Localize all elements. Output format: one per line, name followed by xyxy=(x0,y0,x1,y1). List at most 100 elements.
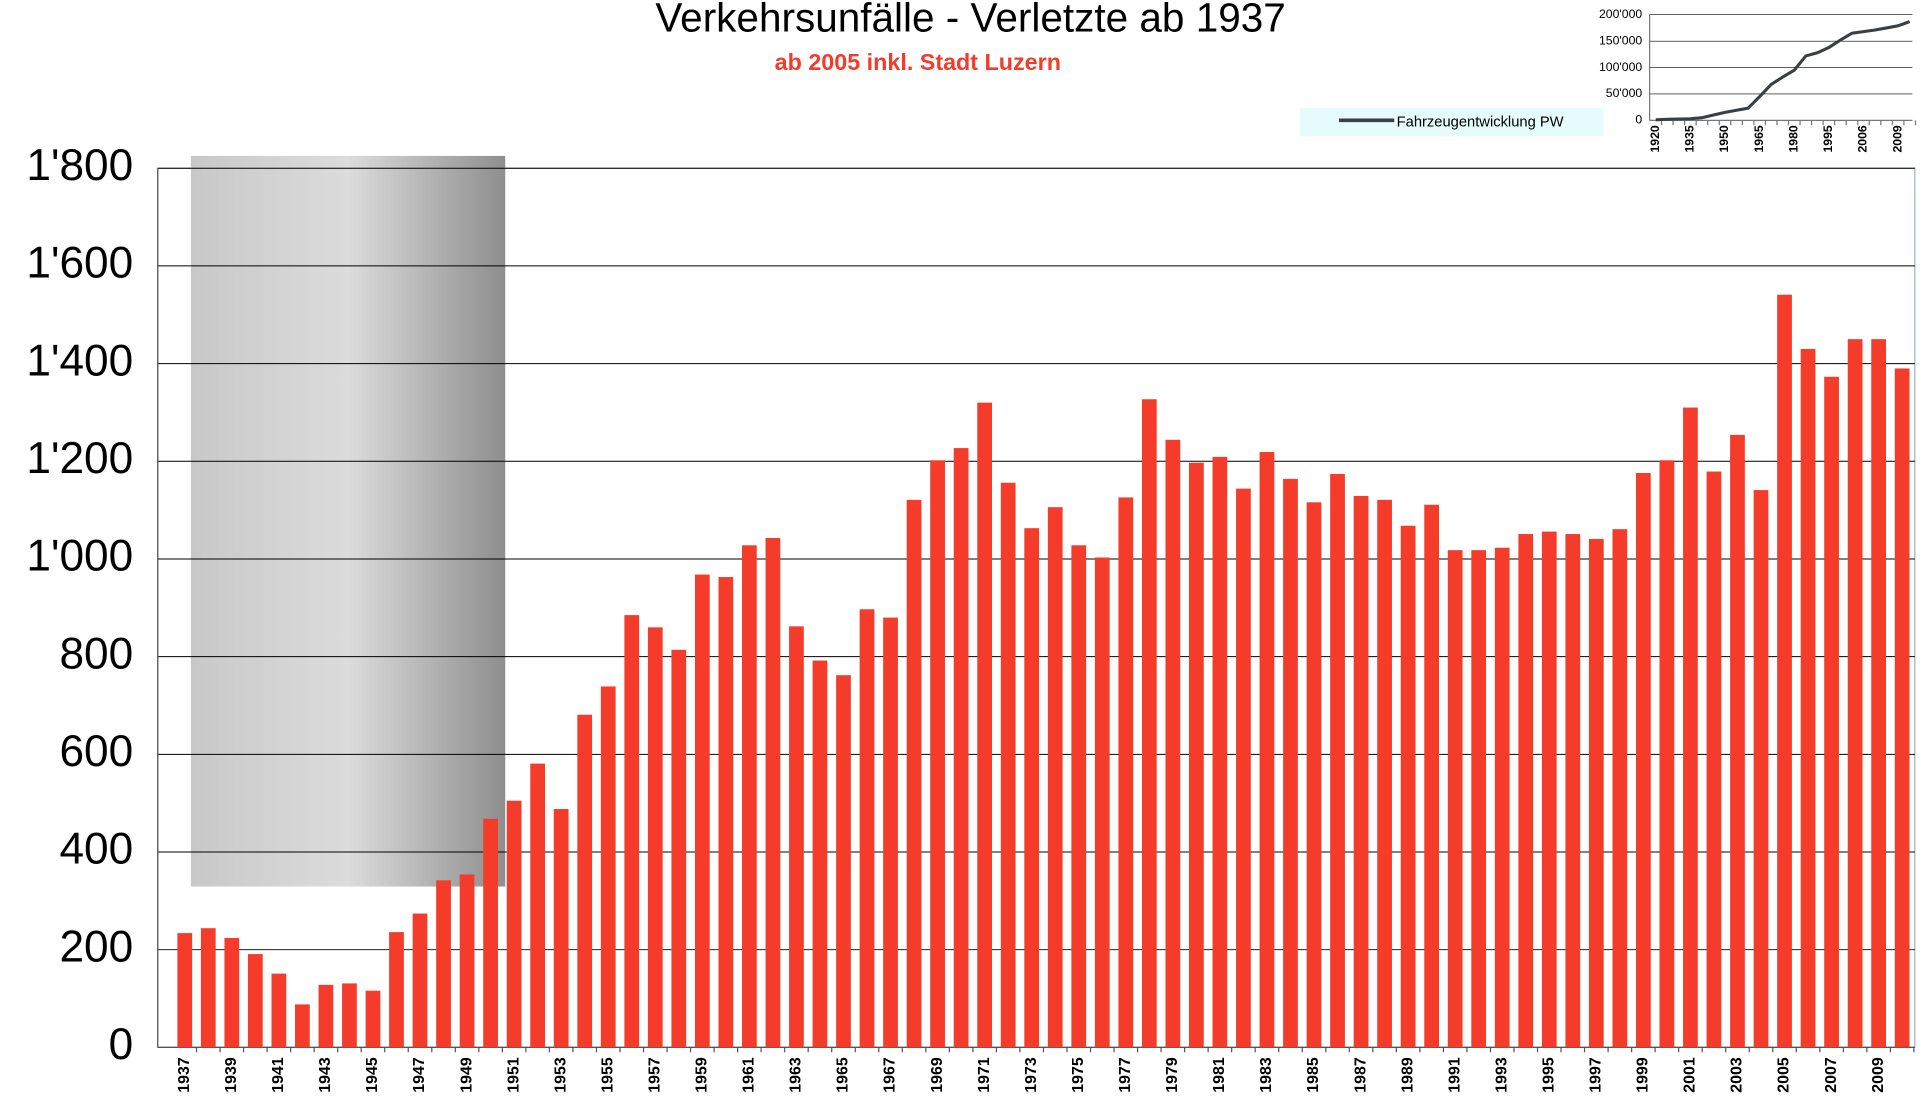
bar xyxy=(1048,507,1063,1047)
x-tick-label: 1995 xyxy=(1821,125,1835,152)
chart-title: Verkehrsunfälle - Verletzte ab 1937 xyxy=(655,0,1285,41)
bar xyxy=(1401,526,1416,1048)
x-tick-label: 1957 xyxy=(646,1057,663,1093)
bar xyxy=(1001,483,1016,1048)
bar xyxy=(1213,457,1228,1048)
bar xyxy=(460,874,475,1047)
bar xyxy=(1824,377,1839,1048)
line-series xyxy=(1656,22,1910,120)
x-tick-label: 1980 xyxy=(1786,125,1800,152)
bar xyxy=(319,985,334,1048)
x-tick-label: 1983 xyxy=(1258,1057,1275,1093)
bar xyxy=(1189,463,1204,1048)
x-tick-label: 1993 xyxy=(1493,1057,1510,1093)
x-tick-label: 2006 xyxy=(1856,125,1870,152)
bar xyxy=(1283,479,1298,1048)
bar xyxy=(295,1004,310,1047)
y-tick-label: 1'000 xyxy=(26,532,133,581)
y-tick-label: 1'800 xyxy=(26,141,133,190)
bar xyxy=(366,991,381,1048)
y-tick-label: 600 xyxy=(59,727,133,776)
page: Verkehrsunfälle - Verletzte ab 1937 ab 2… xyxy=(0,0,1924,1110)
bar xyxy=(1330,474,1345,1047)
x-tick-label: 1937 xyxy=(176,1057,193,1093)
bar xyxy=(1683,408,1698,1048)
x-tick-label: 2009 xyxy=(1870,1057,1887,1093)
y-tick-label: 800 xyxy=(59,629,133,678)
x-tick-label: 1965 xyxy=(835,1057,852,1093)
x-tick-label: 1989 xyxy=(1399,1057,1416,1093)
bar xyxy=(1801,349,1816,1047)
y-tick-label: 1'400 xyxy=(26,336,133,385)
bar xyxy=(1754,490,1769,1047)
bar xyxy=(1707,472,1722,1048)
bar xyxy=(577,715,592,1048)
x-tick-label: 1997 xyxy=(1588,1057,1605,1093)
x-tick-label: 1945 xyxy=(364,1057,381,1093)
bar xyxy=(1307,502,1322,1047)
x-tick-label: 1969 xyxy=(929,1057,946,1093)
bar xyxy=(507,801,522,1048)
bar xyxy=(977,403,992,1048)
bar xyxy=(1354,496,1369,1047)
x-tick-label: 1999 xyxy=(1635,1057,1652,1093)
y-tick-label: 0 xyxy=(1635,113,1642,127)
y-tick-label: 100'000 xyxy=(1599,60,1642,74)
bar xyxy=(1118,497,1133,1047)
legend-label: Fahrzeugentwicklung PW xyxy=(1397,115,1564,131)
x-tick-label: 1949 xyxy=(458,1057,475,1093)
bar xyxy=(1071,545,1086,1047)
bar xyxy=(413,914,428,1048)
x-tick-label: 1971 xyxy=(976,1057,993,1093)
bar xyxy=(742,545,757,1047)
x-tick-label: 1939 xyxy=(223,1057,240,1093)
x-tick-label: 1991 xyxy=(1446,1057,1463,1093)
y-tick-label: 1'200 xyxy=(26,434,133,483)
bar xyxy=(224,938,239,1047)
bar xyxy=(1589,539,1604,1047)
bar xyxy=(201,928,216,1047)
x-tick-label: 1985 xyxy=(1305,1057,1322,1093)
bar xyxy=(836,675,851,1047)
bar xyxy=(813,661,828,1048)
bar xyxy=(271,974,286,1048)
chart: Verkehrsunfälle - Verletzte ab 1937 ab 2… xyxy=(0,0,1924,1110)
bar xyxy=(1236,489,1251,1048)
x-tick-label: 1943 xyxy=(317,1057,334,1093)
bar xyxy=(1095,557,1110,1047)
x-tick-label: 2009 xyxy=(1890,125,1904,152)
y-tick-label: 400 xyxy=(59,825,133,874)
x-tick-label: 1977 xyxy=(1117,1057,1134,1093)
bar xyxy=(954,448,969,1047)
bar xyxy=(342,983,357,1047)
bar xyxy=(1495,548,1510,1048)
bar xyxy=(907,500,922,1048)
bar xyxy=(860,609,875,1047)
bar xyxy=(883,618,898,1048)
bar xyxy=(1730,435,1745,1047)
bar xyxy=(1777,295,1792,1048)
x-tick-label: 1951 xyxy=(505,1057,522,1093)
bar xyxy=(530,764,545,1048)
bar xyxy=(1260,452,1275,1047)
x-tick-label: 1973 xyxy=(1023,1057,1040,1093)
bar xyxy=(1471,550,1486,1047)
x-tick-label: 1987 xyxy=(1352,1057,1369,1093)
bar xyxy=(1542,532,1557,1048)
bar xyxy=(1448,550,1463,1047)
x-tick-label: 1920 xyxy=(1648,125,1662,152)
bar xyxy=(1377,500,1392,1048)
x-tick-label: 1953 xyxy=(552,1057,569,1093)
y-tick-label: 1'600 xyxy=(26,239,133,288)
bar xyxy=(1871,339,1886,1047)
bar xyxy=(1565,534,1580,1047)
x-tick-label: 1959 xyxy=(694,1057,711,1093)
bar xyxy=(554,809,569,1047)
bar xyxy=(1636,473,1651,1047)
x-tick-label: 1981 xyxy=(1211,1057,1228,1093)
x-tick-label: 1979 xyxy=(1164,1057,1181,1093)
bar xyxy=(648,627,663,1047)
bar xyxy=(1895,368,1910,1047)
bar xyxy=(436,880,451,1047)
x-tick-label: 1995 xyxy=(1540,1057,1557,1093)
